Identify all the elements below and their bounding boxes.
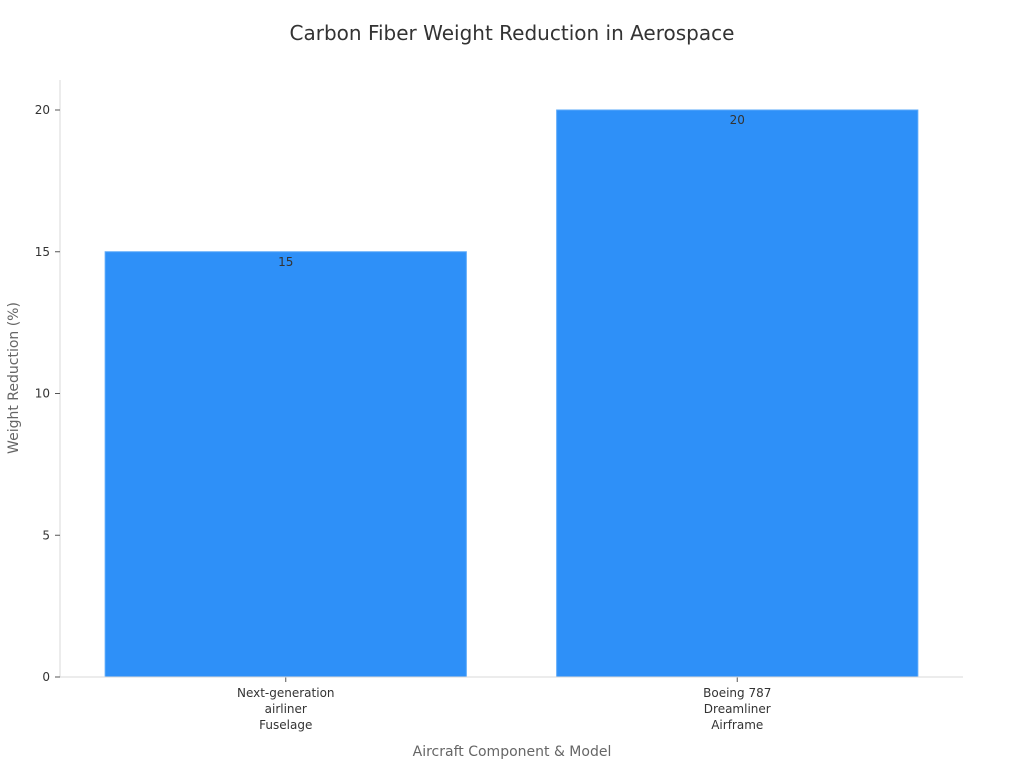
axes-layer [55,80,963,682]
y-axis-title: Weight Reduction (%) [6,302,22,454]
x-tick-label: Next-generation airliner Fuselage [237,686,335,732]
y-tick-label: 15 [35,245,50,259]
y-tick-label: 10 [35,387,50,401]
bars-layer [104,109,919,678]
y-tick-label: 0 [42,670,50,684]
x-tick-label-line: Dreamliner [704,702,771,716]
x-tick-label: Boeing 787 Dreamliner Airframe [703,686,771,732]
x-tick-label-line: Boeing 787 [703,686,771,700]
y-tick-label: 5 [42,528,50,542]
x-axis-title: Aircraft Component & Model [413,744,612,760]
bar [556,109,919,678]
labels-layer: 15 Next-generation airliner Fuselage 20 Boein… [35,103,772,732]
chart-title: Carbon Fiber Weight Reduction in Aerospa… [290,21,735,45]
x-tick-label-line: Fuselage [259,718,312,732]
y-tick-label: 20 [35,103,50,117]
x-tick-label-line: Airframe [711,718,763,732]
data-label: 20 [730,113,745,127]
data-label: 15 [278,255,293,269]
bar [104,251,467,678]
x-tick-label-line: Next-generation [237,686,335,700]
x-tick-label-line: airliner [265,702,307,716]
